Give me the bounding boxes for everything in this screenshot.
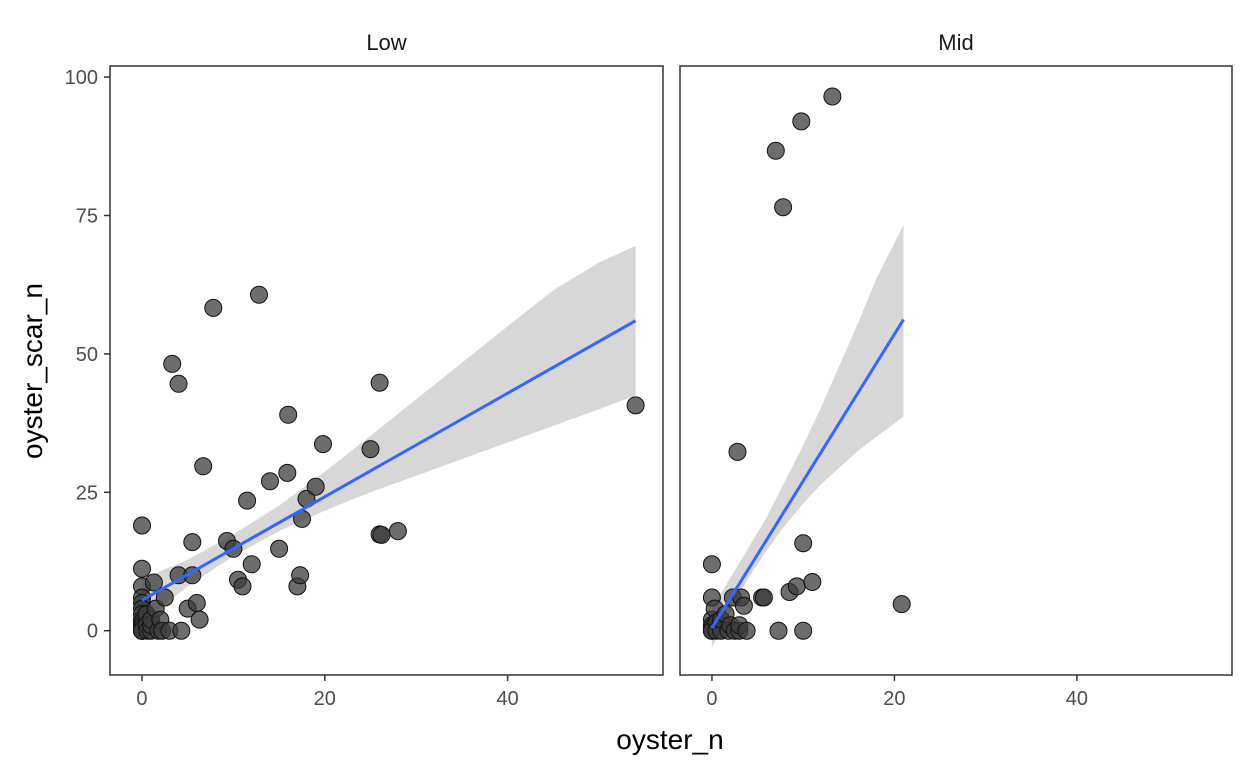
data-point: [734, 596, 753, 615]
data-point: [183, 533, 202, 552]
data-point: [792, 112, 811, 131]
x-tick-label: 40: [1066, 688, 1088, 710]
data-point: [702, 555, 721, 574]
data-point: [314, 435, 332, 454]
panels-layer: Low 0 20 40 Mid 0 20 40: [109, 30, 1233, 710]
confidence-ribbon: [711, 224, 904, 648]
data-point: [803, 573, 822, 591]
data-point: [306, 477, 325, 496]
y-tick-label: 0: [87, 621, 98, 643]
data-point: [372, 525, 391, 544]
data-point: [370, 373, 389, 392]
y-tick-label: 75: [76, 205, 98, 227]
data-point: [794, 534, 813, 553]
data-point: [774, 198, 793, 217]
data-point: [769, 621, 788, 640]
data-point: [204, 298, 223, 317]
data-point: [766, 141, 785, 160]
data-point: [133, 559, 151, 578]
x-axis: 0 20 40: [136, 675, 519, 710]
facet-label: Low: [366, 30, 406, 55]
data-point: [172, 621, 191, 640]
confidence-ribbon: [142, 245, 636, 622]
data-point: [238, 491, 257, 510]
data-point: [169, 374, 188, 393]
panel-plot-area: [133, 245, 645, 640]
y-axis-title: oyster_scar_n: [17, 283, 48, 459]
data-point: [787, 577, 806, 596]
fit-line: [141, 319, 637, 602]
data-point: [233, 577, 252, 596]
data-point: [187, 594, 206, 612]
x-axis: 0 20 40: [706, 675, 1088, 710]
panel-low: Low 0 20 40: [109, 30, 664, 710]
data-point: [190, 610, 209, 629]
data-point: [163, 354, 182, 373]
data-point: [388, 522, 407, 541]
data-point: [250, 285, 268, 304]
panel-mid: Mid 0 20 40: [679, 30, 1233, 710]
facet-label: Mid: [938, 30, 973, 55]
x-tick-label: 20: [883, 688, 905, 710]
data-point: [261, 472, 279, 491]
data-point: [626, 396, 645, 415]
x-tick-label: 40: [496, 688, 518, 710]
data-point: [737, 621, 756, 640]
data-point: [291, 566, 310, 585]
data-point: [194, 457, 213, 476]
data-point: [754, 588, 773, 607]
y-axis: 0 25 50 75 100: [65, 67, 110, 643]
data-point: [133, 516, 151, 535]
y-tick-label: 25: [76, 482, 98, 504]
x-tick-label: 0: [136, 688, 147, 710]
panel-border: [109, 65, 664, 676]
fit-line: [710, 318, 905, 629]
x-axis-title: oyster_n: [616, 724, 723, 755]
data-point: [823, 87, 842, 106]
data-point: [728, 442, 747, 461]
data-point: [270, 539, 289, 558]
data-point: [794, 621, 813, 640]
data-point: [279, 405, 298, 424]
data-point: [892, 595, 911, 614]
x-tick-label: 0: [706, 688, 717, 710]
y-tick-label: 100: [65, 67, 98, 89]
panel-plot-area: [702, 87, 911, 648]
data-point: [144, 573, 163, 592]
x-tick-label: 20: [314, 688, 336, 710]
data-point: [278, 463, 297, 482]
data-point: [361, 440, 380, 459]
panel-border: [679, 65, 1233, 676]
y-tick-label: 50: [76, 344, 98, 366]
data-point: [242, 555, 261, 574]
